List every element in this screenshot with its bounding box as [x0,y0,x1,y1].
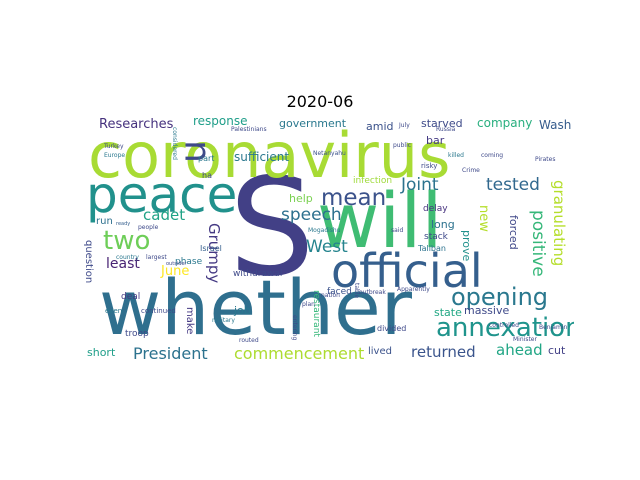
word-palestinians: Palestinians [231,126,267,133]
word-outsider: outsider [166,261,187,267]
word-forced: forced [507,215,520,250]
word-plan: plan [302,301,315,308]
word-wash: Wash [539,118,572,132]
word-military: military [212,317,235,324]
word-country: country [116,254,139,261]
word-returned: returned [411,343,476,361]
word-joint: Joint [401,175,439,195]
word-starved: starved [421,117,463,130]
word-july: July [399,122,410,129]
word-killed: killed [448,152,464,159]
word-restaurant: restaurant [311,290,321,337]
word-phase: phase [175,257,203,267]
word-outbreak: outbreak [359,289,386,296]
word-withdrawal: withdrawal [233,269,283,279]
word-long: long [431,218,455,231]
word-official: official [331,244,483,298]
word-continued: continued [141,307,176,315]
word-state: state [434,306,462,319]
word-public: public [393,142,412,149]
word-netanyahu: Netanyahu [313,150,346,157]
word-grumpy: Grumpy [205,223,223,284]
word-amid: amid [366,120,394,133]
word-peace: peace [86,166,238,224]
word-government: government [279,117,347,130]
word-delay: delay [423,204,448,214]
word-president: President [133,344,208,363]
word-two: two [103,226,151,256]
word-question: question [83,240,94,284]
word-routed: routed [239,337,259,344]
word-ready: ready [116,221,131,227]
word-ha: ha [202,171,212,180]
word-europe: Europe [104,152,126,159]
word-least: least [106,256,140,272]
word-mogadishu: Mogadishu [308,227,341,234]
word-coming: coming [481,152,504,159]
word-tested: tested [486,175,540,195]
word-june: June [161,264,190,279]
word-commencement: commencement [234,344,365,363]
word-considered: considered [171,127,178,160]
word-positive: positive [528,210,548,277]
word-nation: nation [321,292,340,299]
word-troop: troop [125,329,149,339]
word-cadet: cadet [143,206,186,224]
word-cut: cut [548,344,566,357]
word-new: new [476,205,491,232]
word-mean: mean [321,185,387,211]
word-ahead: ahead [496,341,543,359]
word-part: part [198,154,215,163]
word-risky: risky [421,162,438,170]
word-crime: Crime [462,167,480,174]
word-west: West [306,237,348,257]
word-stack: stack [424,232,448,242]
word-short: short [87,346,116,359]
word-people: people [138,224,159,231]
word-speech: speech [281,205,342,225]
word-said: said [391,227,404,234]
word-russia: Russia [436,126,456,133]
word-lived: lived [368,346,392,357]
word-minister: Minister [513,336,537,343]
word-annexation: annexation [436,313,574,343]
word-israel: Israel [200,244,222,253]
word-cloud: whether S coronavirus will official peac… [81,115,574,371]
word-will: will [317,176,443,265]
word-job: job [234,304,251,317]
word-granulating: granulating [550,180,568,267]
word-prove: prove [460,230,473,262]
word-bar: bar [426,134,445,147]
word-company: company [477,116,533,130]
word-whether: whether [99,263,413,352]
word-response: response [193,115,248,128]
word-entering: entering [291,315,298,341]
word-turkey: Turkey [104,143,124,150]
word-infection: infection [353,176,393,186]
word-benjamin: Benjamin [539,324,568,331]
word-controlled: controlled [489,322,519,329]
word-help: help [289,192,313,205]
word-coronavirus: coronavirus [88,119,451,192]
word-even: even [105,307,123,315]
word-deal: deal [121,292,141,302]
word-make: make [184,307,195,335]
word-s: S [229,149,315,306]
word-table: table [353,283,360,299]
word-sufficient: sufficient [234,150,290,164]
word-opening: opening [451,283,549,311]
word-largest: largest [146,254,167,261]
word-faced: faced [327,287,352,297]
word-apparently: Apparently [397,286,430,293]
word-researches: Researches [99,117,174,132]
figure-title: 2020-06 [286,92,354,111]
word-divided: divided [377,324,407,333]
word-pirates: Pirates [535,156,556,163]
word-massive: massive [464,304,510,317]
word-run: run [96,216,113,227]
word-taliban: Taliban [418,244,446,253]
